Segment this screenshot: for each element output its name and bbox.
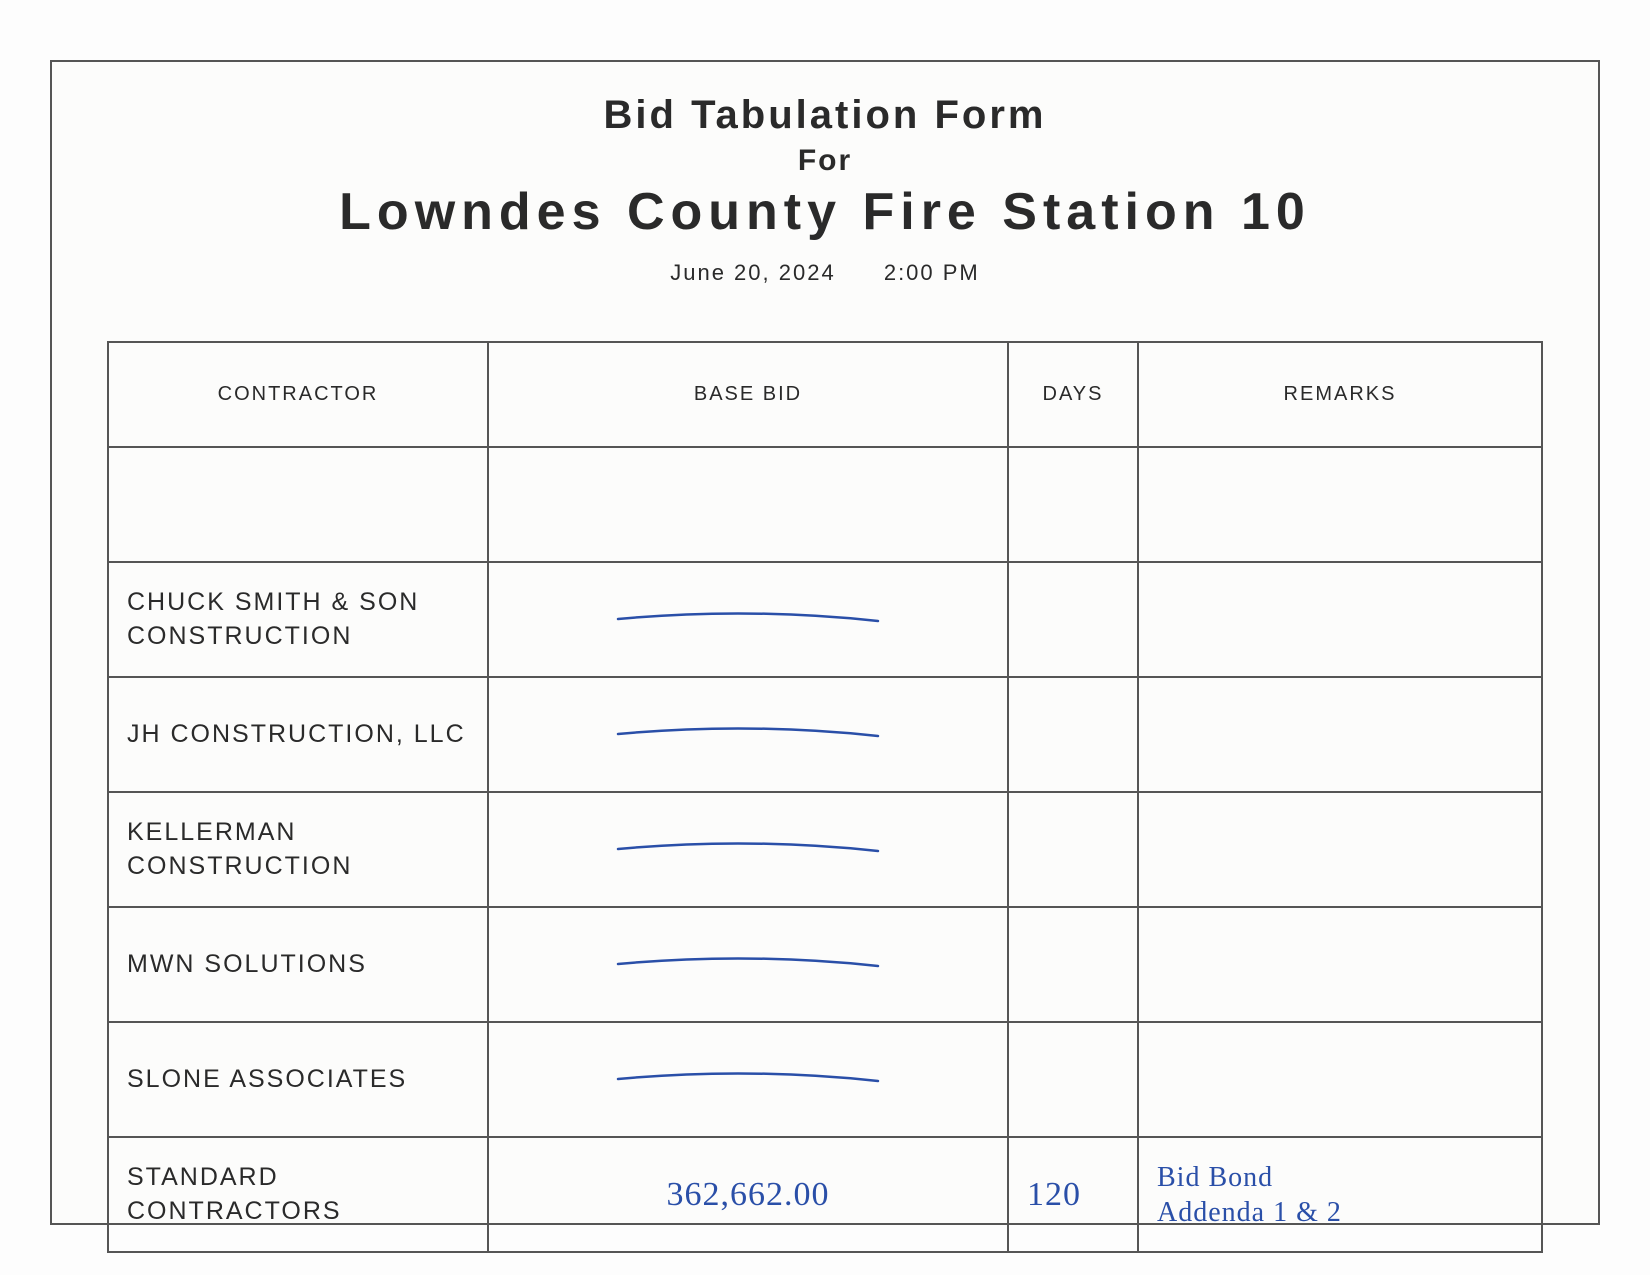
page: Bid Tabulation Form For Lowndes County F…: [0, 0, 1650, 1275]
title-line1: Bid Tabulation Form: [107, 93, 1543, 138]
cell-contractor: CHUCK SMITH & SONCONSTRUCTION: [108, 562, 488, 677]
remarks-value: Bid BondAddenda 1 & 2: [1157, 1160, 1523, 1230]
time-text: 2:00 PM: [884, 260, 980, 285]
contractor-name: SLONE ASSOCIATES: [127, 1063, 469, 1097]
cell-days: [1008, 562, 1138, 677]
cell-remarks: [1138, 562, 1542, 677]
cell-remarks: [1138, 907, 1542, 1022]
contractor-name: MWN SOLUTIONS: [127, 948, 469, 982]
table-row: STANDARDCONTRACTORS 362,662.00 120 Bid Bond…: [108, 1137, 1542, 1252]
cell-contractor: MWN SOLUTIONS: [108, 907, 488, 1022]
form-frame: Bid Tabulation Form For Lowndes County F…: [50, 60, 1600, 1225]
cell-days: 120: [1008, 1137, 1138, 1252]
contractor-name: STANDARDCONTRACTORS: [127, 1161, 469, 1229]
table-row: JH CONSTRUCTION, LLC: [108, 677, 1542, 792]
cell-remarks: Bid BondAddenda 1 & 2: [1138, 1137, 1542, 1252]
days-value: 120: [1027, 1176, 1119, 1214]
col-header-remarks: REMARKS: [1138, 342, 1542, 447]
cell-basebid: [488, 562, 1008, 677]
heading-block: Bid Tabulation Form For Lowndes County F…: [107, 93, 1543, 242]
contractor-name: CHUCK SMITH & SONCONSTRUCTION: [127, 586, 469, 654]
cell-remarks: [1138, 792, 1542, 907]
cell-days: [1008, 677, 1138, 792]
table-header-row: CONTRACTOR BASE BID DAYS REMARKS: [108, 342, 1542, 447]
bid-table: CONTRACTOR BASE BID DAYS REMARKS CHUCK S…: [107, 341, 1543, 1253]
table-row: CHUCK SMITH & SONCONSTRUCTION: [108, 562, 1542, 677]
title-line3: Lowndes County Fire Station 10: [107, 182, 1543, 242]
contractor-name: JH CONSTRUCTION, LLC: [127, 718, 469, 752]
basebid-value: 362,662.00: [507, 1176, 989, 1214]
cell-remarks: [1138, 1022, 1542, 1137]
cell-contractor: KELLERMANCONSTRUCTION: [108, 792, 488, 907]
col-header-basebid: BASE BID: [488, 342, 1008, 447]
cell-basebid: [488, 1022, 1008, 1137]
col-header-contractor: CONTRACTOR: [108, 342, 488, 447]
cell-days: [1008, 792, 1138, 907]
cell-days: [1008, 1022, 1138, 1137]
table-row: SLONE ASSOCIATES: [108, 1022, 1542, 1137]
contractor-name: KELLERMANCONSTRUCTION: [127, 816, 469, 884]
cell-basebid: [488, 907, 1008, 1022]
cell-basebid: [488, 677, 1008, 792]
table-body: CHUCK SMITH & SONCONSTRUCTION JH CONSTRUC…: [108, 447, 1542, 1252]
header-separator: [108, 447, 1542, 562]
cell-days: [1008, 907, 1138, 1022]
cell-contractor: STANDARDCONTRACTORS: [108, 1137, 488, 1252]
cell-remarks: [1138, 677, 1542, 792]
date-line: June 20, 2024 2:00 PM: [107, 260, 1543, 286]
date-text: June 20, 2024: [670, 260, 835, 285]
cell-contractor: JH CONSTRUCTION, LLC: [108, 677, 488, 792]
table-row: KELLERMANCONSTRUCTION: [108, 792, 1542, 907]
title-line2: For: [107, 144, 1543, 178]
cell-basebid: [488, 792, 1008, 907]
cell-basebid: 362,662.00: [488, 1137, 1008, 1252]
cell-contractor: SLONE ASSOCIATES: [108, 1022, 488, 1137]
col-header-days: DAYS: [1008, 342, 1138, 447]
table-row: MWN SOLUTIONS: [108, 907, 1542, 1022]
